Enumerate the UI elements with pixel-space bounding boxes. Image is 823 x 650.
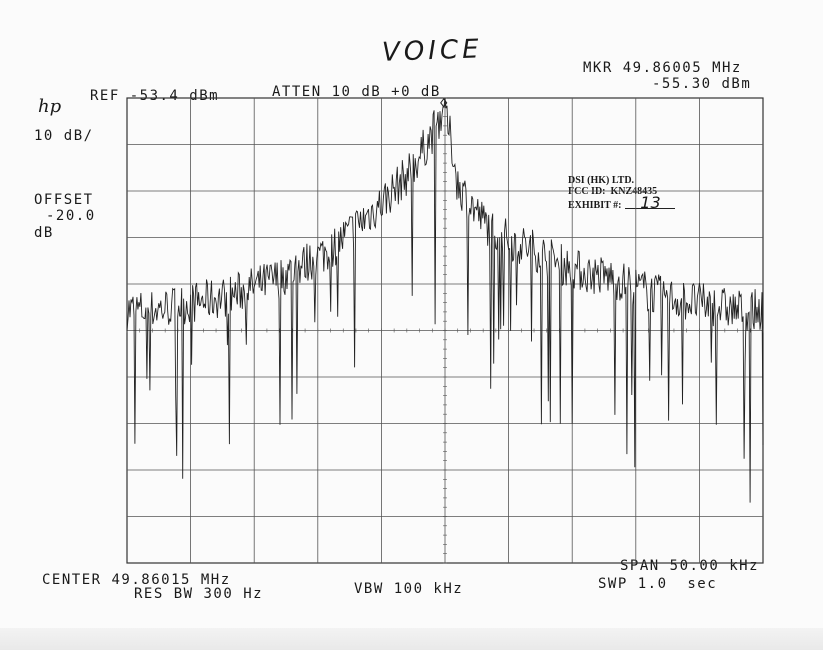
marker-diamond bbox=[440, 98, 448, 108]
spectrum-trace bbox=[126, 97, 764, 503]
scale-label: 10 dB/ bbox=[34, 128, 94, 144]
resolution-bandwidth: RES BW 300 Hz bbox=[134, 586, 264, 602]
marker-frequency: MKR 49.86005 MHz bbox=[583, 60, 742, 76]
offset-label: OFFSET bbox=[34, 192, 94, 208]
stamp-exhibit-number: 13 bbox=[625, 195, 676, 211]
atten-label: ATTEN 10 dB +0 dB bbox=[272, 84, 441, 100]
offset-unit: dB bbox=[34, 225, 54, 241]
stamp-fcc-id: FCC ID: KNZ48435 bbox=[568, 186, 658, 197]
marker-symbol bbox=[440, 98, 448, 108]
span-label: SPAN 50.00 kHz bbox=[620, 558, 760, 574]
marker-level: -55.30 dBm bbox=[652, 76, 752, 92]
sweep-time: SWP 1.0 sec bbox=[598, 576, 718, 592]
hp-logo: hp bbox=[38, 96, 62, 117]
video-bandwidth: VBW 100 kHz bbox=[354, 581, 464, 597]
stamp-exhibit-label: EXHIBIT #: bbox=[568, 200, 622, 211]
scan-edge bbox=[0, 628, 823, 650]
ref-level-label: REF -53.4 dBm bbox=[90, 88, 220, 104]
stamp-company: DSI (HK) LTD. bbox=[568, 175, 635, 186]
fcc-exhibit-stamp: DSI (HK) LTD. FCC ID: KNZ48435 EXHIBIT #… bbox=[568, 175, 676, 211]
center-frequency: CENTER 49.86015 MHz bbox=[42, 572, 231, 588]
offset-value: -20.0 bbox=[46, 208, 96, 224]
